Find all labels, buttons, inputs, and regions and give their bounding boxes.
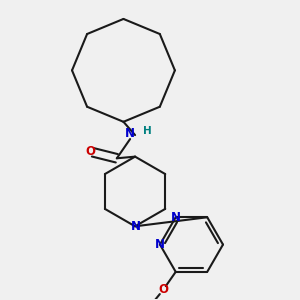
Text: N: N bbox=[155, 238, 165, 251]
Text: O: O bbox=[85, 145, 95, 158]
Text: N: N bbox=[171, 211, 181, 224]
Text: H: H bbox=[143, 126, 152, 136]
Text: N: N bbox=[131, 220, 141, 233]
Text: N: N bbox=[125, 127, 135, 140]
Text: O: O bbox=[158, 283, 168, 296]
